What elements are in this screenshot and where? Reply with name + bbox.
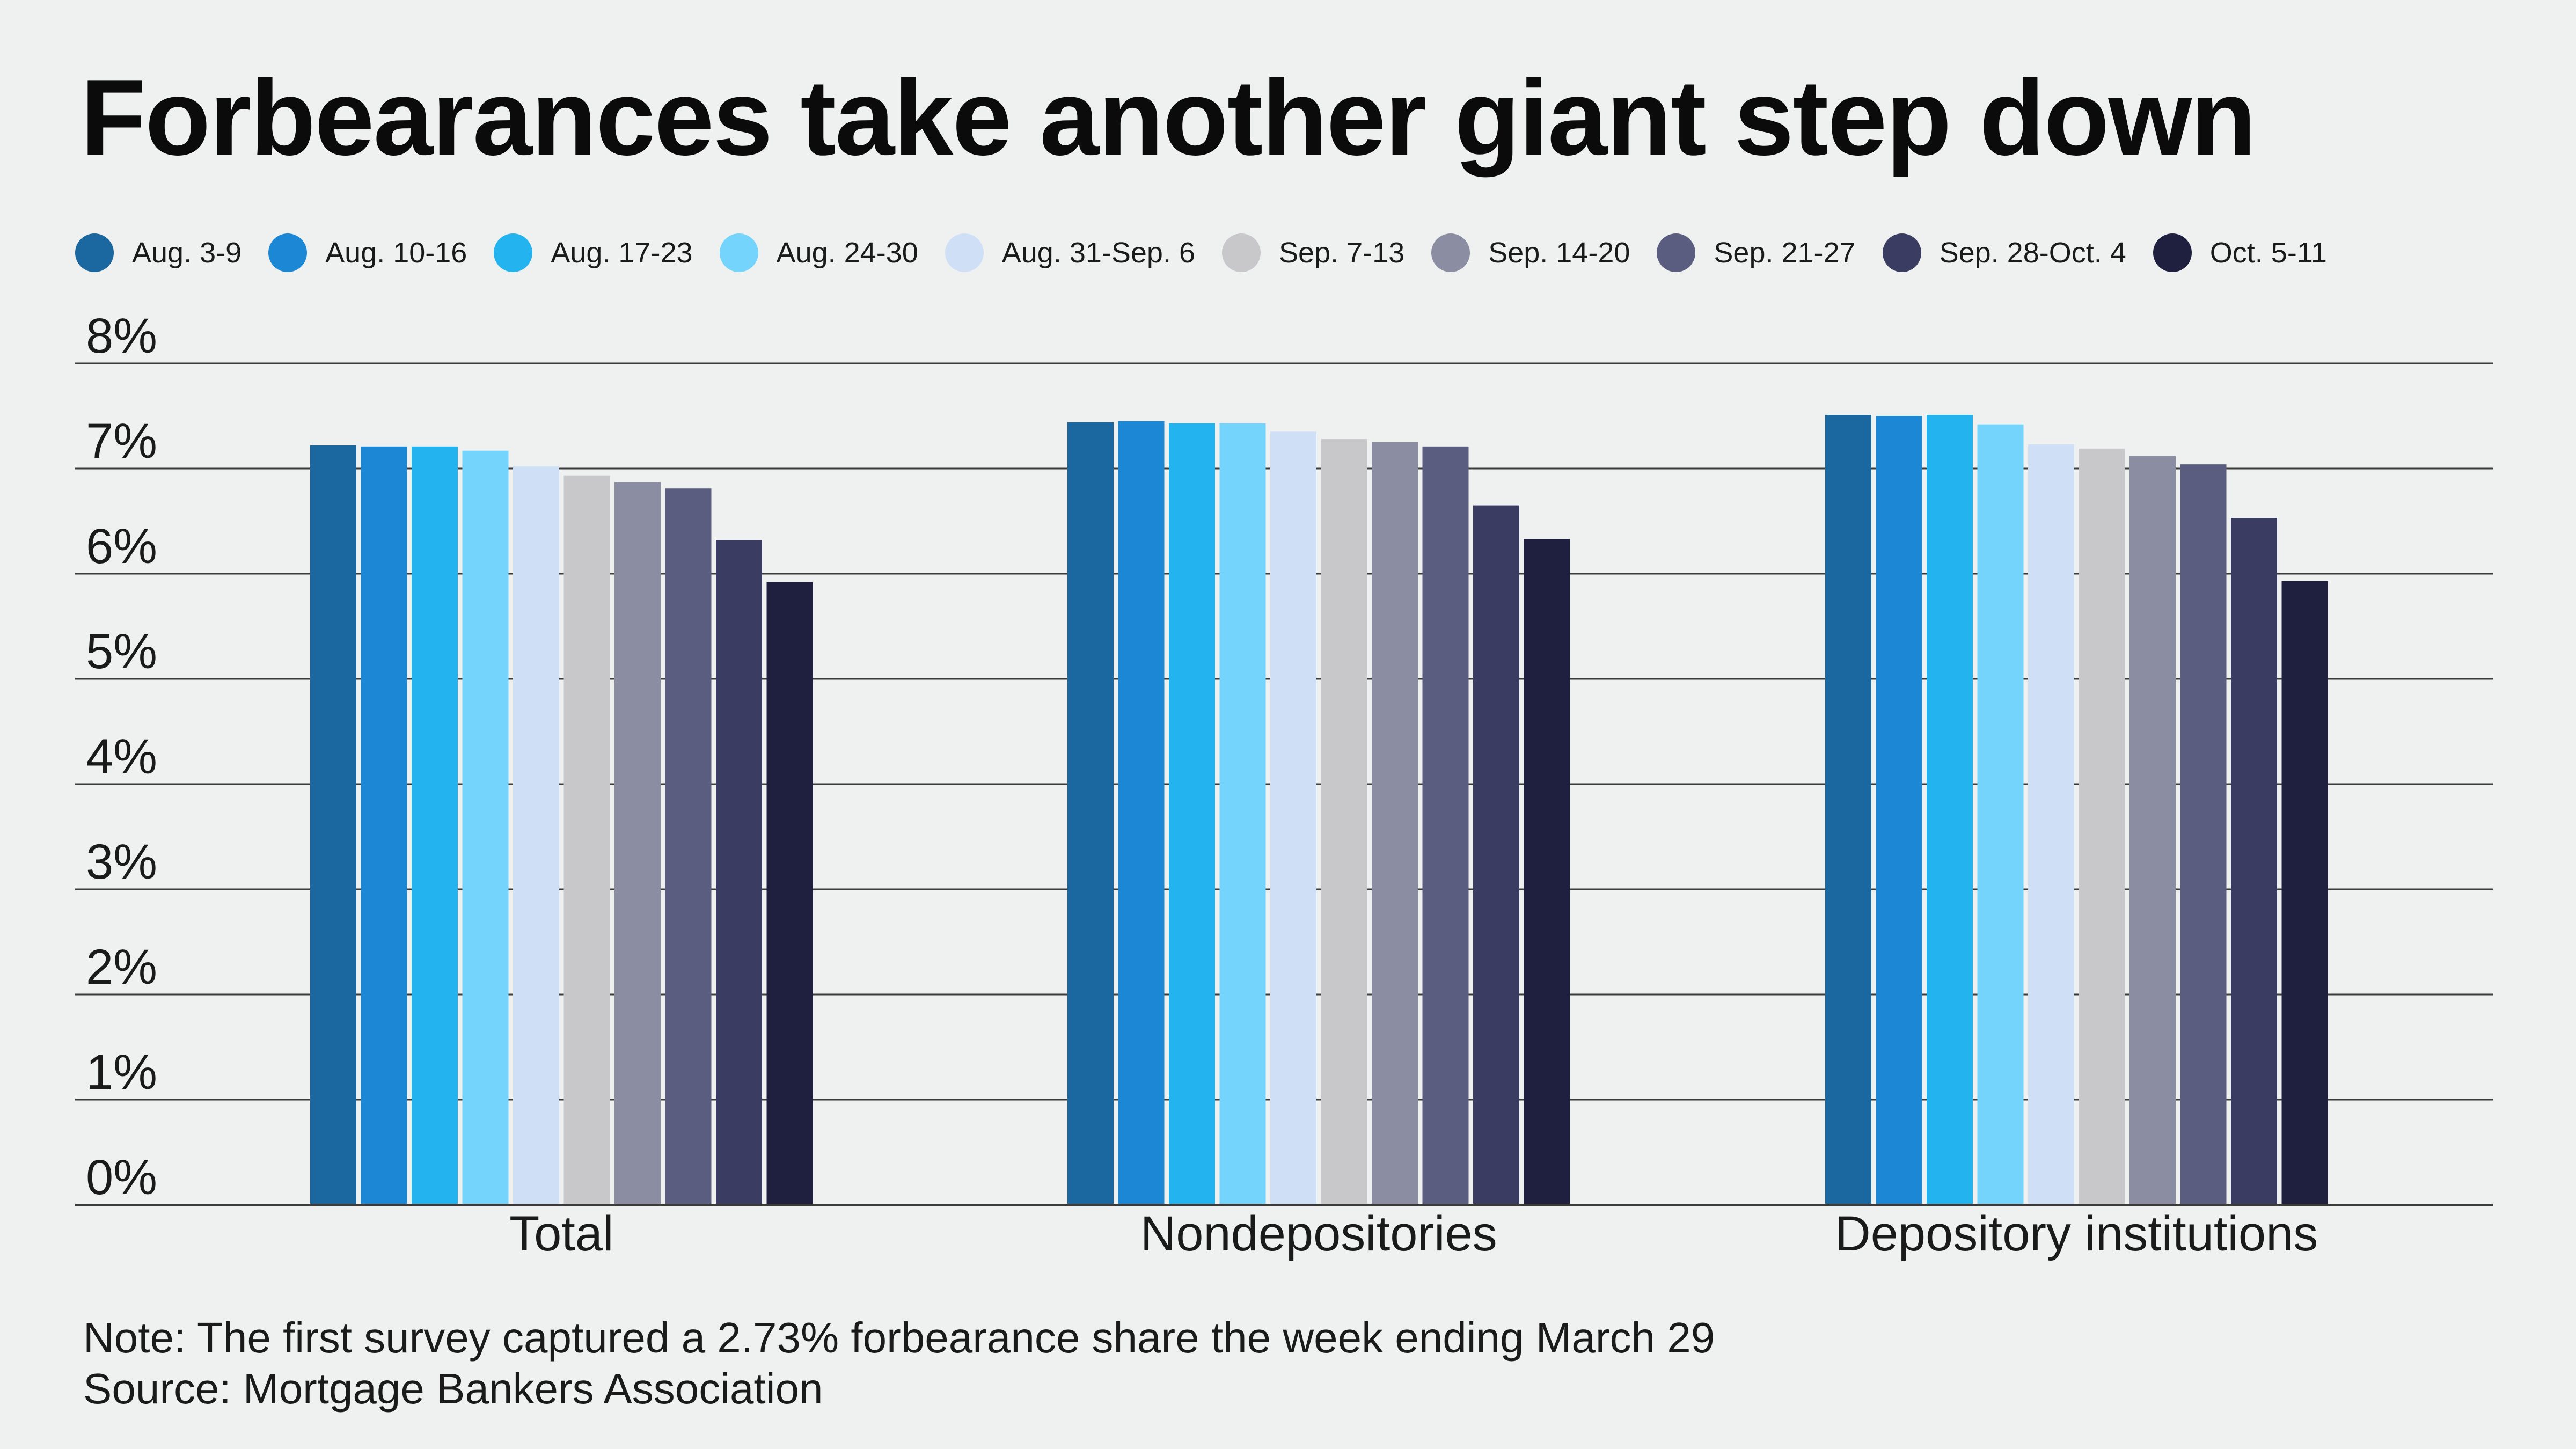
bar (614, 482, 661, 1205)
bar (1118, 421, 1165, 1205)
legend-label: Sep. 14-20 (1488, 237, 1630, 269)
bar (361, 446, 407, 1205)
legend-swatch (268, 233, 308, 272)
legend-swatch (945, 233, 984, 272)
bar (1825, 415, 1871, 1205)
legend-label: Sep. 21-27 (1714, 237, 1856, 269)
bar (2129, 456, 2176, 1205)
source-text: Source: Mortgage Bankers Association (83, 1365, 823, 1413)
legend-item: Aug. 17-23 (494, 233, 693, 272)
x-category-label: Total (509, 1206, 613, 1261)
legend-item: Aug. 24-30 (719, 233, 918, 272)
legend-swatch (494, 233, 533, 272)
legend-label: Sep. 28-Oct. 4 (1939, 237, 2126, 269)
legend-item: Oct. 5-11 (2153, 233, 2327, 272)
bar (2028, 444, 2074, 1205)
legend-swatch (719, 233, 758, 272)
bar (513, 466, 559, 1205)
bar (2281, 581, 2328, 1205)
bar (766, 582, 813, 1205)
y-tick-label: 2% (86, 940, 157, 994)
y-tick-label: 8% (86, 309, 157, 363)
legend-item: Aug. 3-9 (75, 233, 241, 272)
y-tick-label: 0% (86, 1150, 157, 1205)
legend-item: Sep. 14-20 (1431, 233, 1630, 272)
x-category-label: Depository institutions (1835, 1206, 2318, 1261)
y-tick-label: 3% (86, 835, 157, 889)
bar (1321, 439, 1367, 1205)
legend-item: Aug. 31-Sep. 6 (945, 233, 1195, 272)
y-tick-label: 4% (86, 729, 157, 784)
legend-label: Aug. 24-30 (776, 237, 918, 269)
bar-chart: 0% 1% 2% 3% 4% 5% 6% 7% 8% Total Nondepositories De… (75, 309, 2493, 1261)
legend-swatch (1882, 233, 1921, 272)
bar (716, 540, 762, 1205)
legend-item: Aug. 10-16 (268, 233, 467, 272)
bar (2231, 518, 2277, 1205)
bar (564, 475, 610, 1205)
legend-label: Aug. 17-23 (551, 237, 693, 269)
legend-label: Aug. 10-16 (325, 237, 467, 269)
chart-title: Forbearances take another giant step dow… (80, 58, 2256, 178)
legend: Aug. 3-9 Aug. 10-16 Aug. 17-23 Aug. 24-30 Au… (75, 233, 2354, 272)
legend-item: Sep. 28-Oct. 4 (1882, 233, 2126, 272)
legend-swatch (1431, 233, 1470, 272)
bar (1876, 416, 1922, 1205)
bar (2180, 464, 2227, 1205)
legend-swatch (1222, 233, 1261, 272)
legend-swatch (2153, 233, 2192, 272)
bar (1422, 446, 1469, 1205)
bar (1219, 423, 1266, 1205)
bar (1372, 442, 1418, 1205)
legend-item: Sep. 21-27 (1657, 233, 1856, 272)
y-tick-label: 1% (86, 1045, 157, 1100)
legend-item: Sep. 7-13 (1222, 233, 1404, 272)
bar (665, 488, 712, 1205)
bar (1473, 505, 1519, 1205)
bar (1927, 415, 1973, 1205)
x-category-label: Nondepositories (1140, 1206, 1497, 1261)
y-tick-label: 7% (86, 414, 157, 469)
bar (462, 450, 509, 1205)
note-text: Note: The first survey captured a 2.73% … (83, 1314, 1715, 1362)
bar (1270, 431, 1316, 1205)
bar (2079, 448, 2125, 1205)
legend-label: Aug. 3-9 (132, 237, 242, 269)
y-tick-label: 6% (86, 519, 157, 574)
y-tick-label: 5% (86, 624, 157, 679)
bar (1067, 422, 1114, 1205)
bar (412, 446, 458, 1205)
legend-swatch (75, 233, 114, 272)
bar (1169, 423, 1215, 1205)
legend-label: Oct. 5-11 (2209, 237, 2327, 269)
bar (310, 445, 356, 1205)
bar (1524, 539, 1570, 1205)
legend-label: Sep. 7-13 (1279, 237, 1405, 269)
notes: Note: The first survey captured a 2.73% … (83, 1312, 1715, 1414)
legend-label: Aug. 31-Sep. 6 (1001, 237, 1196, 269)
legend-swatch (1657, 233, 1696, 272)
bar (1977, 424, 2024, 1205)
